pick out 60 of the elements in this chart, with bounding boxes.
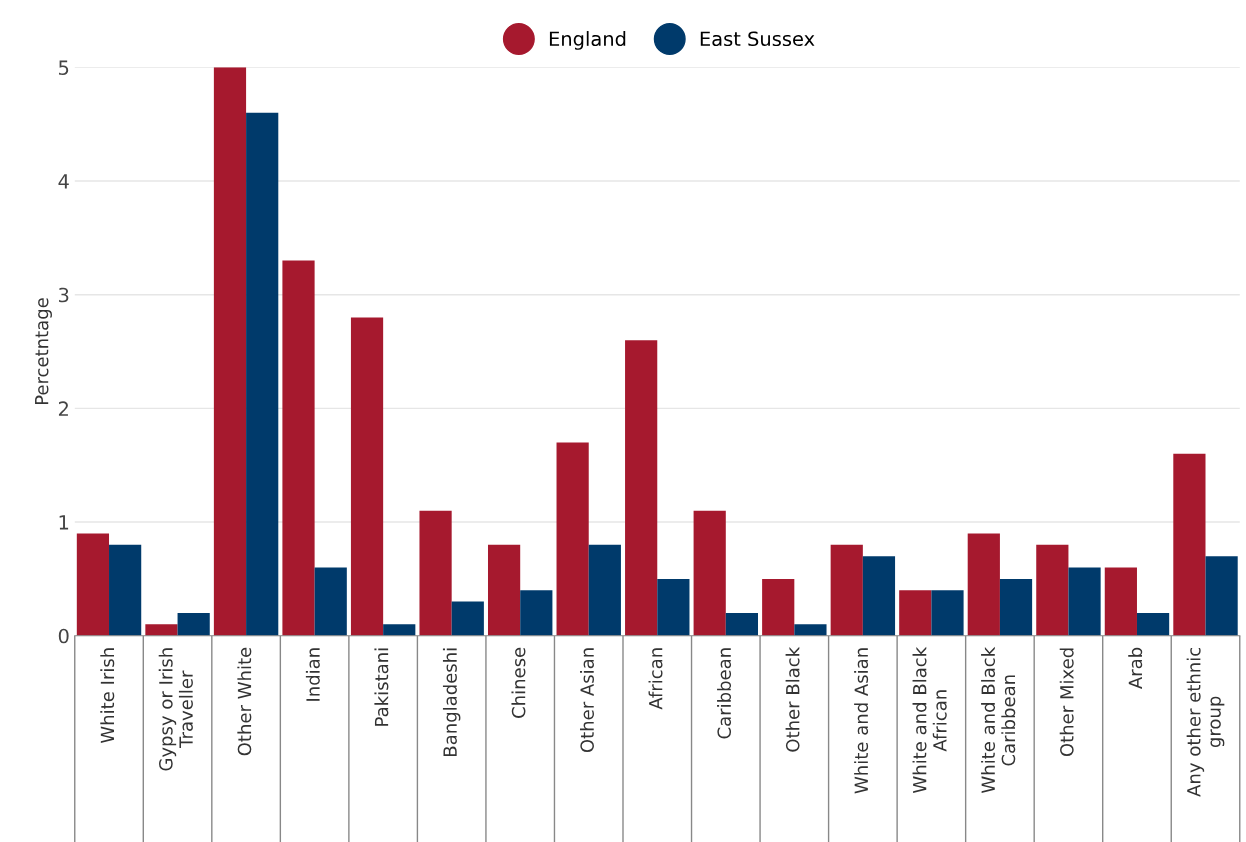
x-tick-label: Other Black	[785, 646, 800, 752]
y-tick-label: 3	[59, 287, 69, 303]
bar	[931, 590, 964, 636]
bar	[794, 624, 827, 636]
bar	[488, 544, 521, 636]
bar	[350, 317, 384, 636]
bar	[1068, 567, 1101, 636]
legend-label: East Sussex	[700, 31, 815, 47]
bar	[830, 544, 863, 636]
bar	[213, 67, 247, 636]
x-tick-label: White and Asian	[854, 648, 869, 794]
x-tick-label: Any other ethnic group	[1186, 647, 1225, 797]
y-tick-label: 0	[58, 628, 69, 644]
x-tick-label: Bangladeshi	[442, 648, 461, 756]
y-tick-label: 4	[58, 174, 69, 189]
bar	[625, 340, 658, 636]
bar	[999, 578, 1033, 636]
y-tick-label: 5	[59, 60, 69, 76]
x-tick-label: Other Mixed	[1059, 648, 1074, 757]
bar	[862, 556, 896, 636]
x-tick-label: Indian	[305, 648, 320, 701]
bar	[246, 112, 279, 636]
bar	[1036, 544, 1069, 636]
bar	[282, 260, 315, 636]
bar	[588, 544, 621, 636]
bar	[1205, 556, 1238, 636]
x-tick-label: Other Asian	[580, 648, 594, 753]
bar	[762, 578, 795, 636]
x-tick-label: Chinese	[511, 647, 526, 718]
x-tick-label: Arab	[1128, 647, 1143, 689]
bar	[967, 533, 1000, 636]
x-tick-label: Caribbean	[717, 648, 732, 739]
bar	[383, 624, 416, 636]
bar	[177, 612, 210, 636]
bar	[899, 590, 932, 636]
x-tick-label: African	[648, 648, 663, 710]
x-tick-label: Other White	[237, 647, 252, 756]
bar	[419, 510, 452, 636]
bar	[725, 612, 758, 636]
bar	[1136, 612, 1170, 636]
bar	[693, 510, 726, 636]
y-tick-label: 2	[58, 401, 68, 416]
bar	[314, 567, 347, 636]
bar	[145, 624, 178, 636]
x-tick-label: White and Black African	[912, 646, 947, 794]
bar	[657, 578, 690, 636]
legend-label: England	[549, 31, 626, 50]
x-tick-label: Pakistani	[374, 648, 389, 726]
bar	[451, 601, 484, 636]
y-tick-label: 1	[59, 515, 69, 530]
bar	[1104, 567, 1137, 636]
x-tick-label: Gypsy or Irish Traveller	[158, 648, 193, 771]
bar	[556, 442, 589, 636]
bar	[1173, 453, 1206, 636]
x-tick-label: White Irish	[100, 648, 115, 744]
y-axis-title: Percetntage	[35, 298, 52, 405]
bar	[76, 533, 110, 636]
bar	[109, 544, 142, 636]
bar	[520, 590, 553, 636]
x-tick-label: White and Black Caribbean	[981, 646, 1016, 794]
